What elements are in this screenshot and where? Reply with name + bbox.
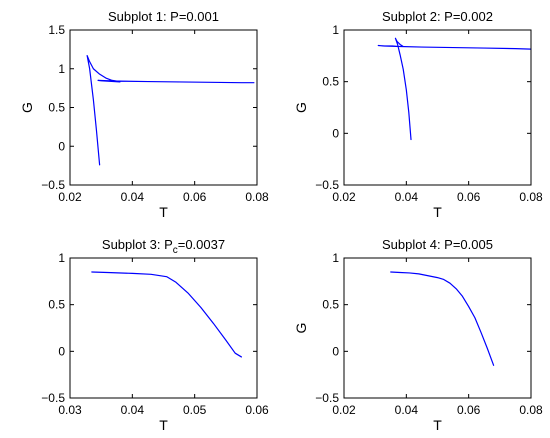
y-axis-label: G [19,102,35,113]
x-axis-label: T [159,417,168,433]
y-tick-label: 0 [58,344,65,358]
y-tick-label: 0.5 [322,75,339,89]
y-tick-label: 0 [332,344,339,358]
series-line-1-1 [86,54,255,166]
y-tick-label: 1 [58,62,65,76]
x-axis-label: T [159,204,168,220]
y-tick-label: 1 [332,251,339,265]
x-tick-label: 0.08 [519,403,543,417]
x-tick-label: 0.08 [519,190,543,204]
subplot-title: Subplot 3: Pc=0.0037 [102,237,225,256]
x-tick-label: 0.02 [332,403,356,417]
x-tick-label: 0.06 [245,403,269,417]
subplot-1: 0.02 0.04 0.06 0.08 −0.5 0 0.5 1 1.5 T G Subplot 1:… [19,9,269,220]
series-line-3-1 [91,271,243,358]
x-tick-label: 0.06 [183,190,207,204]
y-tick-label: 0.5 [48,298,65,312]
x-tick-label: 0.02 [58,190,82,204]
y-tick-label: 0.5 [48,101,65,115]
x-axis-label: T [433,417,442,433]
subplot-4: 0.02 0.04 0.06 0.08 −0.5 0 0.5 1 T G Subplot 4: P=… [293,237,543,433]
x-tick-label: 0.02 [332,190,356,204]
x-tick-label: 0.05 [183,403,207,417]
x-axis-label: T [433,204,442,220]
axes-frame [343,257,532,399]
y-tick-label: 0.5 [322,298,339,312]
y-tick-label: 1.5 [48,23,65,37]
x-tick-label: 0.08 [245,190,269,204]
subplot-2: 0.02 0.04 0.06 0.08 −0.5 0 0.5 1 T G Subplot 2: P=… [293,9,543,220]
x-tick-label: 0.04 [395,190,419,204]
subplot-3: 0.03 0.04 0.05 0.06 −0.5 0 0.5 1 T Subplot 3: Pc=… [41,237,269,433]
subplot-title: Subplot 1: P=0.001 [108,9,219,24]
y-tick-label: −0.5 [315,178,339,192]
subplot-title: Subplot 4: P=0.005 [382,237,493,252]
series-line-2-1 [377,37,531,141]
y-tick-label: −0.5 [41,178,65,192]
subplot-title: Subplot 2: P=0.002 [382,9,493,24]
x-tick-label: 0.04 [121,190,145,204]
axes-frame [343,29,532,186]
x-tick-label: 0.06 [457,190,481,204]
axes-frame [69,29,258,186]
y-tick-label: 0 [332,126,339,140]
y-tick-label: −0.5 [41,391,65,405]
y-tick-label: 0 [58,139,65,153]
x-tick-label: 0.06 [457,403,481,417]
x-tick-label: 0.04 [395,403,419,417]
axes-frame [69,257,258,399]
y-tick-label: 1 [332,23,339,37]
x-tick-label: 0.03 [58,403,82,417]
series-line-4-1 [390,271,495,366]
y-tick-label: 1 [58,251,65,265]
y-axis-label: G [293,102,309,113]
x-tick-label: 0.04 [121,403,145,417]
y-axis-label: G [293,323,309,334]
y-tick-label: −0.5 [315,391,339,405]
